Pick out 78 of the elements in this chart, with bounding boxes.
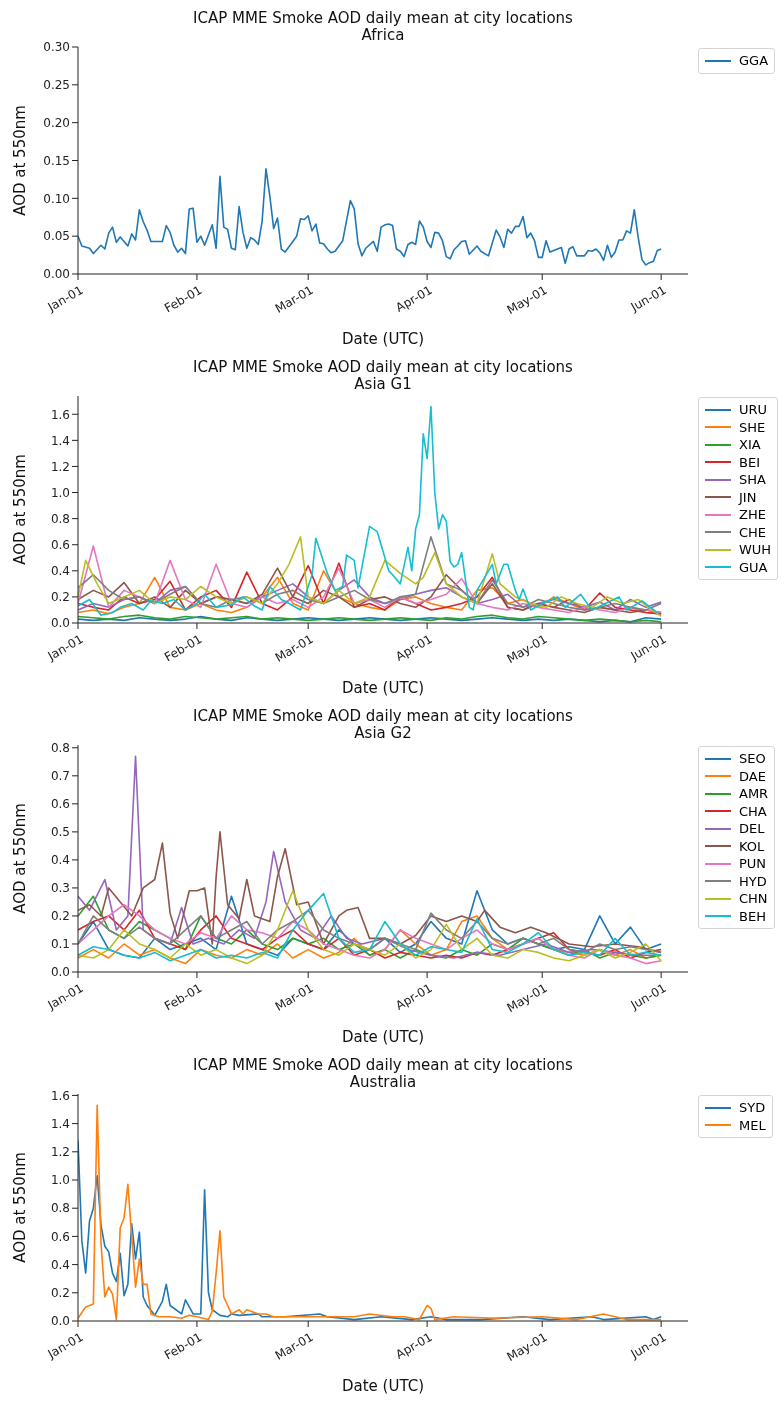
y-tick-label: 0.00 <box>43 267 70 282</box>
y-axis-title: AOD at 550nm <box>11 105 30 216</box>
line-series <box>78 545 662 614</box>
y-tick-label: 0.4 <box>50 1257 70 1272</box>
legend-label: ZHE <box>739 506 766 524</box>
legend-label: SHE <box>739 418 766 436</box>
legend-label: GGA <box>739 52 769 70</box>
line-series <box>78 168 662 266</box>
y-tick-label: 0.8 <box>50 741 70 756</box>
y-tick-label: 0.15 <box>43 153 70 168</box>
y-tick-label: 0.5 <box>50 825 70 840</box>
y-tick-label: 0.2 <box>50 909 70 924</box>
y-axis-title: AOD at 550nm <box>11 454 30 565</box>
y-tick-label: 0.6 <box>50 1229 70 1244</box>
y-tick-label: 0.30 <box>43 40 70 55</box>
chart-title: ICAP MME Smoke AOD daily mean at city locations <box>192 358 574 376</box>
y-tick-label: 1.6 <box>50 1088 70 1103</box>
y-axis-title: AOD at 550nm <box>11 803 30 914</box>
line-series <box>78 1104 662 1321</box>
x-axis-title: Date (UTC) <box>340 1377 426 1395</box>
y-tick-label: 0.0 <box>50 616 70 631</box>
y-tick-label: 1.0 <box>50 1173 70 1188</box>
legend-label: WUH <box>739 541 772 559</box>
legend-label: MEL <box>739 1116 766 1134</box>
x-axis-title: Date (UTC) <box>340 1028 426 1046</box>
y-tick-label: 0.10 <box>43 191 70 206</box>
legend-label: SEO <box>739 750 766 768</box>
y-tick-label: 1.2 <box>50 1145 70 1160</box>
legend-label: HYD <box>739 872 767 890</box>
y-tick-label: 0.05 <box>43 229 70 244</box>
y-tick-label: 0.2 <box>50 590 70 605</box>
x-axis-title: Date (UTC) <box>340 330 426 348</box>
legend-label: CHN <box>739 890 768 908</box>
legend-label: XIA <box>739 436 761 454</box>
legend-label: URU <box>739 401 768 419</box>
x-axis-title: Date (UTC) <box>340 679 426 697</box>
chart-title: ICAP MME Smoke AOD daily mean at city locations <box>192 9 574 27</box>
legend-label: GUA <box>739 558 768 576</box>
chart-subtitle: Asia G2 <box>353 724 413 742</box>
y-tick-label: 1.6 <box>50 407 70 422</box>
y-tick-label: 0.0 <box>50 965 70 980</box>
y-tick-label: 1.0 <box>50 485 70 500</box>
line-series <box>78 405 659 616</box>
line-series <box>78 903 662 965</box>
y-tick-label: 0.1 <box>50 937 70 952</box>
chart-title: ICAP MME Smoke AOD daily mean at city locations <box>192 707 574 725</box>
y-tick-label: 1.4 <box>50 1116 70 1131</box>
legend-label: CHE <box>739 523 767 541</box>
legend-label: BEH <box>739 907 766 925</box>
legend-label: SYD <box>739 1099 766 1117</box>
legend-label: AMR <box>739 785 769 803</box>
legend-label: PUN <box>739 855 767 873</box>
y-tick-label: 0.8 <box>50 511 70 526</box>
legend-label: BEI <box>739 453 760 471</box>
y-tick-label: 0.4 <box>50 853 70 868</box>
y-tick-label: 0.20 <box>43 115 70 130</box>
y-tick-label: 0.6 <box>50 797 70 812</box>
legend-label: JIN <box>739 488 757 506</box>
y-tick-label: 0.8 <box>50 1201 70 1216</box>
y-tick-label: 0.2 <box>50 1286 70 1301</box>
chart-title: ICAP MME Smoke AOD daily mean at city locations <box>192 1056 574 1074</box>
legend-label: DEL <box>739 820 765 838</box>
chart-subtitle: Africa <box>360 26 406 44</box>
y-tick-label: 1.4 <box>50 433 70 448</box>
y-tick-label: 0.0 <box>50 1314 70 1329</box>
y-tick-label: 0.4 <box>50 564 70 579</box>
legend-label: DAE <box>739 767 766 785</box>
legend-label: SHA <box>739 471 766 489</box>
y-tick-label: 0.6 <box>50 537 70 552</box>
y-tick-label: 0.7 <box>50 769 70 784</box>
chart-subtitle: Asia G1 <box>353 375 413 393</box>
y-tick-label: 0.3 <box>50 881 70 896</box>
chart-subtitle: Australia <box>348 1073 418 1091</box>
legend-label: CHA <box>739 802 767 820</box>
y-tick-label: 0.25 <box>43 78 70 93</box>
y-tick-label: 1.2 <box>50 459 70 474</box>
y-axis-title: AOD at 550nm <box>11 1152 30 1263</box>
legend-label: KOL <box>739 837 765 855</box>
